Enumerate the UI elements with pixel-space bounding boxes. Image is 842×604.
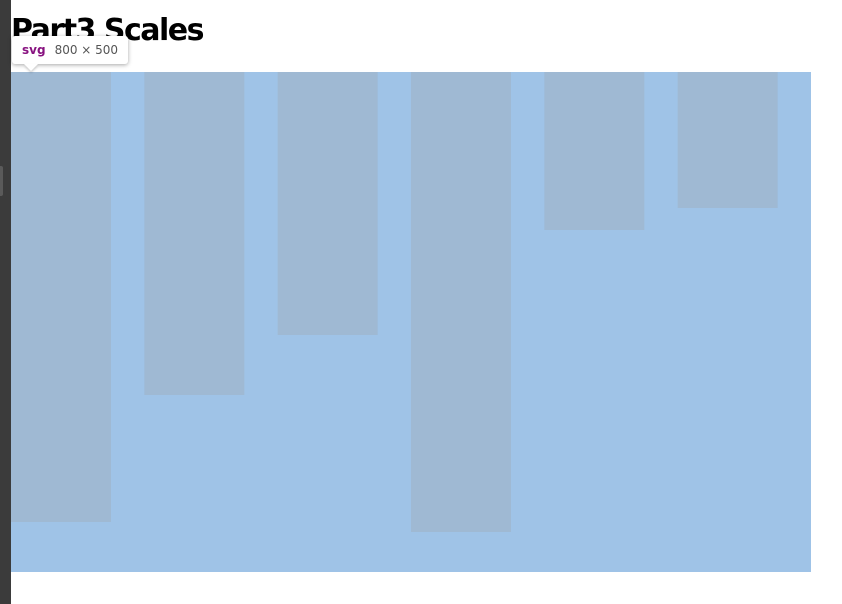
tooltip-tag-name: svg [22, 43, 46, 57]
bar-6 [678, 72, 778, 208]
devtools-resize-handle[interactable] [0, 166, 3, 196]
bar-chart-svg[interactable] [11, 72, 811, 572]
bar-1 [11, 72, 111, 522]
bar-2 [144, 72, 244, 395]
bar-4 [411, 72, 511, 532]
bar-5 [544, 72, 644, 230]
tooltip-dimensions: 800 × 500 [55, 43, 119, 57]
inspector-tooltip: svg 800 × 500 [12, 36, 128, 64]
devtools-side-panel [0, 0, 11, 604]
bar-3 [278, 72, 378, 335]
tooltip-arrow [24, 64, 38, 71]
